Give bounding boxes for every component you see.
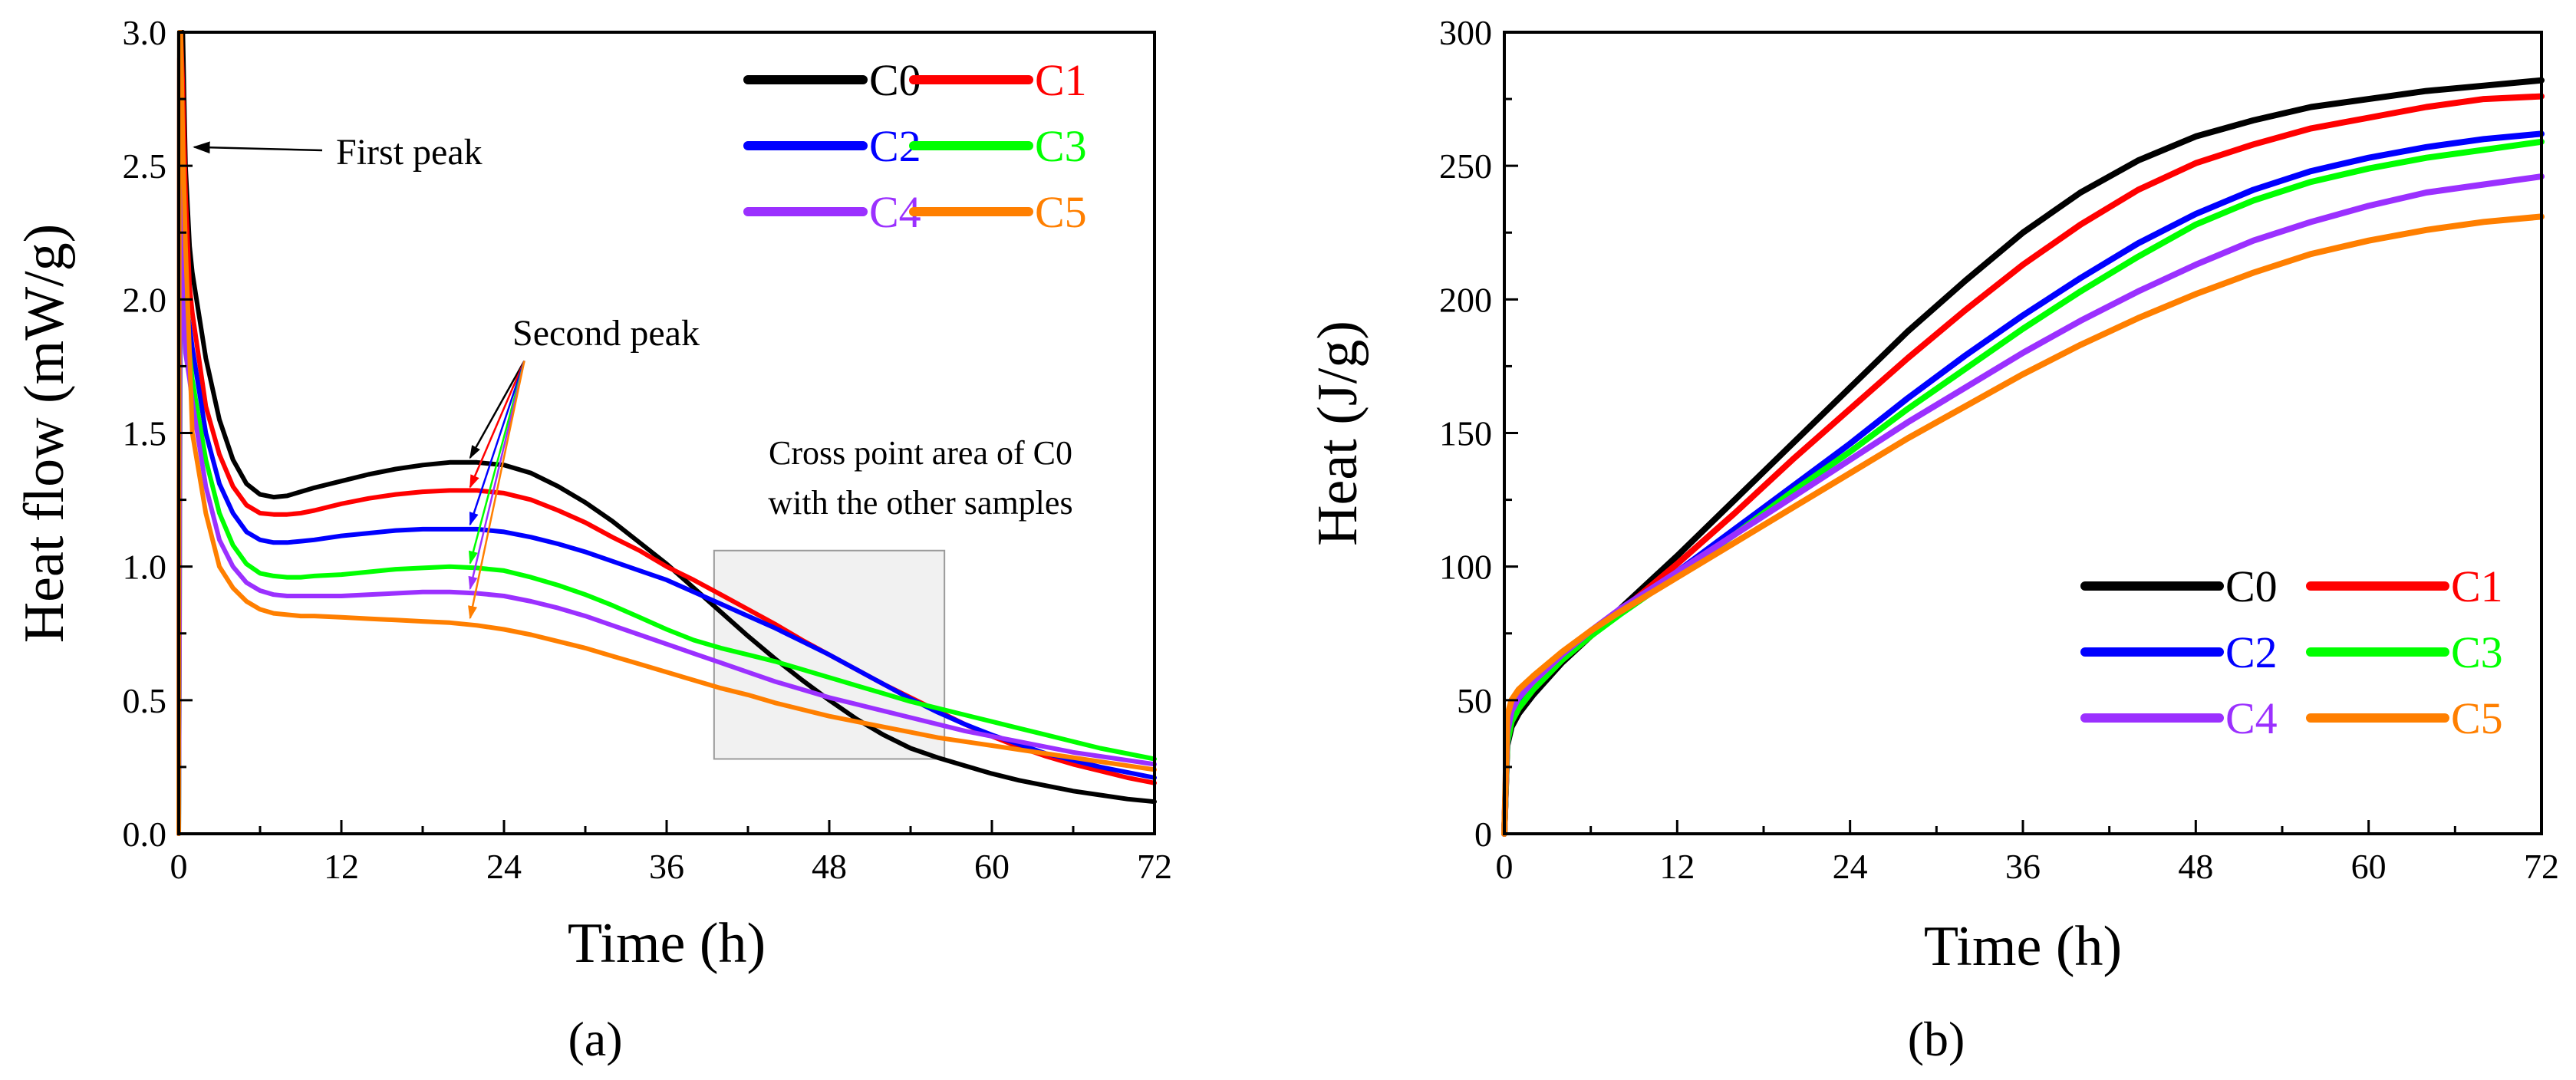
second-peak-annotation: Second peak bbox=[468, 313, 700, 620]
series-line-c5 bbox=[1501, 213, 2545, 837]
x-tick-label: 12 bbox=[324, 847, 359, 886]
first-peak-label: First peak bbox=[336, 132, 483, 173]
y-tick-label: 300 bbox=[1439, 13, 1492, 52]
panel-b-x-ticks: 0 12 24 36 48 60 72 bbox=[1496, 820, 2559, 886]
y-tick-label: 3.0 bbox=[123, 13, 167, 52]
x-tick-label: 72 bbox=[1137, 847, 1172, 886]
x-tick-label: 72 bbox=[2524, 847, 2559, 886]
second-peak-arrow-c4 bbox=[468, 361, 525, 591]
cross-point-label-line1: Cross point area of C0 bbox=[769, 434, 1072, 472]
legend-label-c1: C1 bbox=[2451, 561, 2503, 611]
x-tick-label: 60 bbox=[2351, 847, 2387, 886]
legend-label-c5: C5 bbox=[2451, 693, 2503, 743]
panel-a-y-axis-title: Heat flow (mW/g) bbox=[13, 224, 76, 644]
series-line-c1 bbox=[176, 30, 1157, 836]
first-peak-annotation: First peak bbox=[193, 132, 483, 173]
y-tick-label: 100 bbox=[1439, 548, 1492, 587]
series-line-c3 bbox=[176, 216, 1157, 836]
y-tick-label: 0.5 bbox=[123, 681, 167, 720]
y-tick-label: 2.5 bbox=[123, 147, 167, 186]
second-peak-arrow-c5 bbox=[468, 361, 525, 620]
second-peak-arrow-c1 bbox=[469, 360, 525, 489]
y-tick-label: 1.0 bbox=[123, 548, 167, 587]
panel-b-x-axis-title: Time (h) bbox=[1924, 915, 2122, 978]
x-tick-label: 36 bbox=[2005, 847, 2041, 886]
second-peak-arrow-c3 bbox=[468, 361, 525, 565]
y-tick-label: 150 bbox=[1439, 414, 1492, 453]
y-tick-label: 2.0 bbox=[123, 280, 167, 319]
series-line-c0 bbox=[176, 30, 1157, 836]
panel-a-y-ticks: 0.0 0.5 1.0 1.5 2.0 2.5 3.0 bbox=[123, 13, 193, 854]
series-line-c2 bbox=[176, 190, 1157, 836]
panel-a: 0 12 24 36 48 60 72 0.0 0.5 1.0 1.5 2.0 2.5 3.0 Time… bbox=[13, 13, 1172, 1066]
y-tick-label: 1.5 bbox=[123, 414, 167, 453]
y-tick-label: 0 bbox=[1474, 815, 1492, 854]
y-tick-label: 50 bbox=[1457, 681, 1492, 720]
second-peak-label: Second peak bbox=[512, 313, 700, 354]
cross-point-label-line2: with the other samples bbox=[768, 484, 1072, 522]
legend-label-c2: C2 bbox=[2225, 627, 2278, 677]
panel-a-series bbox=[176, 30, 1157, 836]
panel-a-plot-frame bbox=[177, 31, 1156, 835]
x-tick-label: 24 bbox=[1833, 847, 1868, 886]
y-tick-label: 250 bbox=[1439, 147, 1492, 186]
panel-b-y-axis-title: Heat (J/g) bbox=[1306, 321, 1369, 546]
panel-a-label: (a) bbox=[568, 1012, 622, 1066]
series-line-c4 bbox=[1501, 173, 2545, 837]
cross-point-annotation: Cross point area of C0 with the other sa… bbox=[768, 434, 1072, 522]
series-line-c5 bbox=[176, 30, 1157, 836]
panel-b-y-ticks: 0 50 100 150 200 250 300 bbox=[1439, 13, 1518, 854]
first-peak-arrow bbox=[193, 141, 323, 154]
second-peak-arrows bbox=[468, 360, 525, 620]
panel-b-label: (b) bbox=[1908, 1012, 1965, 1066]
x-tick-label: 24 bbox=[486, 847, 522, 886]
x-tick-label: 48 bbox=[812, 847, 847, 886]
legend-label-c5: C5 bbox=[1035, 187, 1087, 237]
panel-b: 0 12 24 36 48 60 72 0 50 100 150 200 250 300 Time (h… bbox=[1306, 13, 2559, 1066]
series-line-c1 bbox=[1501, 93, 2545, 837]
legend-label-c4: C4 bbox=[2225, 693, 2278, 743]
x-tick-label: 0 bbox=[170, 847, 188, 886]
x-tick-label: 48 bbox=[2178, 847, 2213, 886]
x-tick-label: 12 bbox=[1659, 847, 1695, 886]
second-peak-arrow-c0 bbox=[469, 360, 525, 459]
legend-label-c1: C1 bbox=[1035, 55, 1087, 105]
series-line-c4 bbox=[176, 56, 1157, 836]
y-tick-label: 200 bbox=[1439, 280, 1492, 319]
second-peak-arrow-c2 bbox=[469, 361, 525, 526]
panel-a-x-ticks: 0 12 24 36 48 60 72 bbox=[170, 820, 1172, 886]
series-line-c0 bbox=[1501, 77, 2545, 837]
x-tick-label: 0 bbox=[1496, 847, 1514, 886]
series-line-c3 bbox=[1501, 138, 2545, 837]
legend-label-c0: C0 bbox=[2225, 561, 2278, 611]
panel-a-x-axis-title: Time (h) bbox=[568, 912, 766, 975]
legend-label-c3: C3 bbox=[1035, 121, 1087, 171]
panel-b-series bbox=[1501, 77, 2545, 837]
panel-b-legend: C0 C1 C2 C3 C4 C5 bbox=[2080, 561, 2503, 743]
x-tick-label: 36 bbox=[649, 847, 684, 886]
legend-label-c3: C3 bbox=[2451, 627, 2503, 677]
y-tick-label: 0.0 bbox=[123, 815, 167, 854]
x-tick-label: 60 bbox=[974, 847, 1010, 886]
